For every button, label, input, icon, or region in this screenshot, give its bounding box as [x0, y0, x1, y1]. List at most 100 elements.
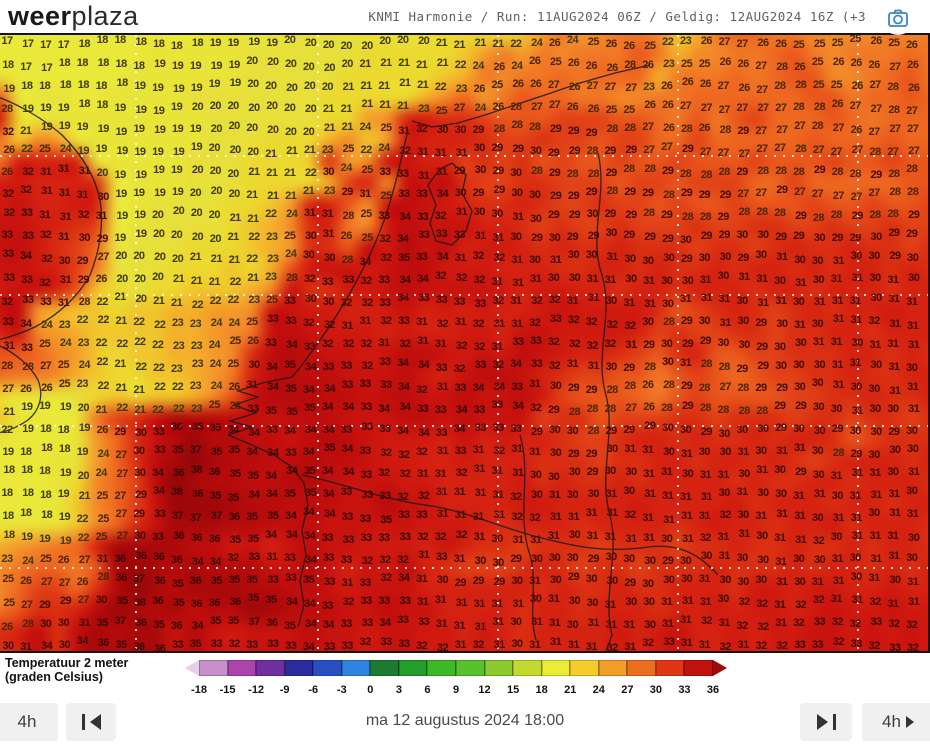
temp-value: 33: [511, 380, 523, 393]
temp-value: 29: [604, 207, 617, 220]
temp-value: 33: [360, 468, 373, 481]
temp-value: 32: [642, 636, 654, 649]
temp-value: 29: [793, 229, 805, 242]
temp-value: 28: [774, 79, 786, 92]
temp-value: 29: [776, 183, 788, 196]
temp-value: 30: [566, 618, 579, 631]
temp-value: 27: [114, 490, 126, 503]
temp-value: 22: [434, 81, 447, 94]
temp-value: 27: [116, 467, 128, 480]
temp-value: 32: [868, 315, 880, 328]
temp-value: 36: [153, 551, 165, 564]
temp-value: 35: [246, 511, 258, 524]
temp-value: 32: [699, 531, 712, 544]
temp-value: 27: [849, 100, 862, 113]
legend-segment: [398, 660, 428, 676]
temp-value: 20: [304, 103, 317, 116]
temp-value: 27: [116, 530, 128, 543]
temp-value: 29: [587, 553, 600, 566]
weerplaza-logo[interactable]: weerplaza: [8, 1, 139, 32]
temp-value: 31: [473, 463, 486, 476]
temp-value: 31: [700, 491, 713, 504]
temp-value: 30: [663, 445, 675, 458]
temp-value: 28: [22, 360, 34, 373]
temp-value: 35: [172, 443, 184, 456]
step-back-4h-button[interactable]: 4h: [0, 703, 58, 741]
temp-value: 28: [510, 100, 522, 113]
temp-value: 20: [341, 58, 354, 71]
temp-value: 29: [680, 252, 693, 265]
temp-value: 18: [116, 77, 128, 90]
temp-value: 32: [530, 401, 542, 414]
temp-value: 27: [719, 380, 732, 393]
temp-value: 31: [491, 465, 503, 478]
temp-value: 28: [888, 168, 900, 181]
temp-value: 30: [812, 273, 825, 286]
temp-value: 20: [286, 82, 298, 95]
skip-to-start-button[interactable]: [66, 703, 116, 741]
temp-value: 21: [378, 79, 390, 92]
temp-value: 20: [191, 164, 204, 176]
temp-value: 24: [22, 555, 34, 568]
temp-value: 33: [379, 422, 391, 435]
temp-value: 20: [208, 141, 221, 154]
temp-value: 27: [586, 79, 599, 92]
temp-value: 30: [774, 341, 786, 354]
screenshot-button[interactable]: [882, 3, 914, 35]
temp-value: 31: [889, 384, 901, 397]
temp-value: 26: [870, 34, 882, 47]
temp-value: 32: [776, 639, 788, 652]
temp-value: 32: [606, 641, 619, 653]
temp-value: 30: [135, 426, 147, 439]
temp-value: 22: [97, 379, 110, 392]
temp-value: 25: [342, 143, 355, 156]
legend-tick-label: 36: [706, 684, 720, 696]
temp-value: 30: [623, 553, 635, 566]
temp-value: 26: [567, 57, 580, 70]
temp-value: 33: [474, 298, 487, 311]
temp-value: 32: [399, 468, 411, 481]
temp-value: 32: [379, 554, 391, 567]
temp-value: 33: [284, 551, 296, 564]
temp-value: 27: [889, 123, 901, 136]
temp-value: 32: [531, 294, 543, 307]
temp-value: 30: [568, 271, 581, 284]
temp-value: 33: [418, 616, 430, 629]
temp-value: 31: [492, 616, 504, 629]
temp-value: 30: [58, 639, 71, 652]
temp-value: 29: [831, 422, 844, 435]
temp-value: 34: [398, 381, 410, 394]
temp-value: 29: [96, 232, 109, 245]
temp-value: 30: [605, 361, 618, 374]
temp-value: 29: [644, 420, 656, 433]
temp-value: 35: [284, 359, 296, 372]
temp-value: 31: [472, 444, 485, 457]
temp-value: 31: [491, 276, 503, 289]
legend-tick-label: 6: [424, 684, 431, 696]
skip-to-end-button[interactable]: [800, 703, 852, 741]
temp-value: 30: [644, 554, 656, 567]
temp-value: 33: [453, 228, 466, 241]
temp-value: 26: [700, 35, 713, 48]
temp-value: 30: [906, 362, 918, 375]
temp-value: 36: [191, 487, 204, 500]
temp-value: 30: [510, 615, 522, 628]
temp-value: 34: [302, 506, 315, 519]
temp-value: 34: [510, 358, 522, 371]
temp-value: 18: [3, 528, 15, 541]
temp-value: 19: [227, 36, 240, 49]
temp-value: 21: [359, 57, 372, 70]
temp-value: 33: [360, 531, 373, 544]
temp-value: 32: [323, 319, 336, 332]
temp-value: 28: [718, 360, 731, 373]
temp-value: 32: [812, 534, 825, 547]
temp-value: 19: [76, 121, 89, 134]
legend-segment: [541, 660, 571, 676]
temp-value: 22: [134, 336, 146, 349]
step-forward-4h-button[interactable]: 4h: [862, 703, 930, 741]
temp-value: 31: [851, 529, 864, 542]
temp-value: 27: [41, 576, 53, 589]
temp-value: 28: [661, 402, 673, 415]
temp-value: 32: [340, 296, 353, 309]
temp-value: 31: [473, 597, 486, 610]
